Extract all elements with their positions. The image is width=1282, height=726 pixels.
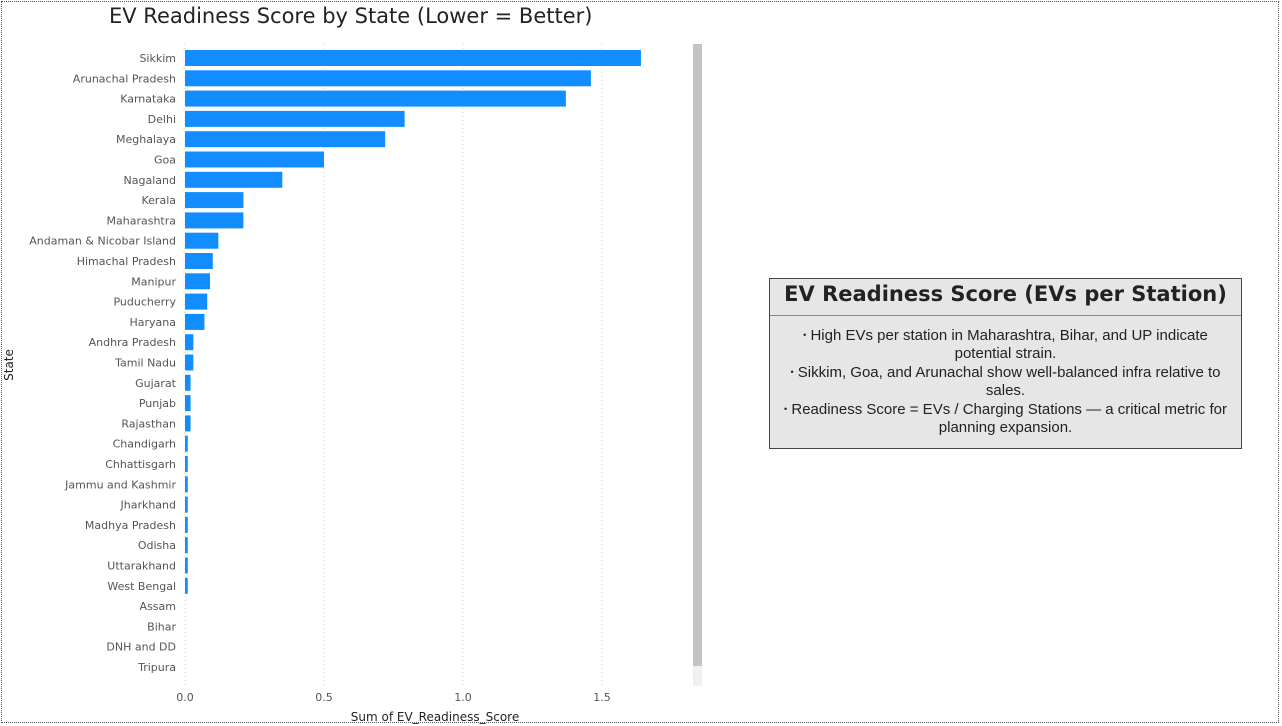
scrollbar-thumb[interactable]	[693, 44, 702, 666]
category-label: Punjab	[139, 397, 176, 410]
bar[interactable]	[185, 70, 591, 87]
category-label: Manipur	[131, 275, 176, 288]
y-axis-title: State	[2, 349, 16, 381]
bullet-text: High EVs per station in Maharashtra, Bih…	[810, 327, 1208, 362]
bullet-dot: •	[784, 404, 788, 414]
bar[interactable]	[185, 334, 194, 351]
bar[interactable]	[185, 110, 405, 127]
category-label: Tamil Nadu	[114, 357, 176, 370]
category-label: Chhattisgarh	[105, 458, 176, 471]
x-tick-label: 0.0	[176, 691, 194, 704]
bars	[185, 50, 641, 594]
bar[interactable]	[185, 374, 191, 391]
category-label: Tripura	[137, 661, 176, 674]
category-label: Goa	[154, 154, 176, 167]
bar[interactable]	[185, 232, 219, 249]
category-labels: Sikkim Arunachal Pradesh Karnataka Delhi Meg…	[29, 52, 176, 674]
bar[interactable]	[185, 577, 188, 594]
insight-bullet: • High EVs per station in Maharashtra, B…	[774, 326, 1237, 363]
textbox-title: EV Readiness Score (EVs per Station)	[770, 279, 1241, 316]
category-label: Delhi	[148, 113, 176, 126]
bar[interactable]	[185, 435, 188, 452]
category-label: Meghalaya	[116, 133, 176, 146]
category-label: Karnataka	[120, 93, 176, 106]
bar[interactable]	[185, 151, 324, 168]
bar[interactable]	[185, 456, 188, 472]
category-label: West Bengal	[107, 580, 176, 593]
chart-title: EV Readiness Score by State (Lower = Bet…	[109, 4, 593, 28]
category-label: Haryana	[130, 316, 177, 329]
insight-textbox: EV Readiness Score (EVs per Station) • H…	[769, 278, 1242, 449]
category-label: Kerala	[142, 194, 177, 207]
bar[interactable]	[185, 395, 191, 412]
bar[interactable]	[185, 496, 188, 513]
category-label: Himachal Pradesh	[77, 255, 176, 268]
bullet-text: Sikkim, Goa, and Arunachal show well-bal…	[797, 364, 1221, 399]
bar-chart: Sikkim Arunachal Pradesh Karnataka Delhi Meg…	[2, 44, 641, 724]
bar[interactable]	[185, 354, 194, 371]
category-label: Bihar	[147, 620, 176, 633]
bar[interactable]	[185, 476, 188, 493]
bar[interactable]	[185, 537, 188, 554]
category-label: Assam	[140, 600, 176, 613]
category-label: Maharashtra	[107, 214, 177, 227]
bar[interactable]	[185, 313, 205, 330]
category-label: Uttarakhand	[107, 560, 176, 573]
insight-bullet: • Readiness Score = EVs / Charging Stati…	[774, 400, 1237, 437]
category-label: Odisha	[138, 539, 176, 552]
category-label: Chandigarh	[113, 438, 176, 451]
bullet-dot: •	[803, 330, 807, 340]
insight-bullet: • Sikkim, Goa, and Arunachal show well-b…	[774, 363, 1237, 400]
category-label: Andhra Pradesh	[89, 336, 176, 349]
bar[interactable]	[185, 253, 213, 269]
category-label: Jammu and Kashmir	[64, 478, 176, 491]
category-label: Gujarat	[135, 377, 177, 390]
category-label: Andaman & Nicobar Island	[29, 235, 176, 248]
category-label: Jharkhand	[119, 499, 176, 512]
x-tick-label: 0.5	[315, 691, 333, 704]
bullet-dot: •	[790, 367, 794, 377]
x-tick-label: 1.5	[593, 691, 611, 704]
category-label: Rajasthan	[121, 417, 176, 430]
x-tick-label: 1.0	[454, 691, 472, 704]
category-label: Nagaland	[124, 174, 176, 187]
category-label: Madhya Pradesh	[85, 519, 176, 532]
x-axis-title: Sum of EV_Readiness_Score	[351, 710, 520, 724]
bar[interactable]	[185, 415, 191, 432]
bar[interactable]	[185, 212, 244, 229]
bar[interactable]	[185, 131, 386, 148]
category-label: DNH and DD	[106, 641, 176, 654]
bar[interactable]	[185, 273, 211, 290]
bullet-text: Readiness Score = EVs / Charging Station…	[791, 401, 1227, 436]
bar[interactable]	[185, 516, 188, 533]
bar[interactable]	[185, 50, 641, 66]
bar[interactable]	[185, 192, 244, 209]
x-tick-labels: 0.0 0.5 1.0 1.5	[176, 691, 611, 704]
bar[interactable]	[185, 293, 208, 310]
category-label: Puducherry	[113, 296, 176, 309]
bar[interactable]	[185, 557, 188, 574]
category-label: Sikkim	[139, 52, 176, 65]
textbox-body: • High EVs per station in Maharashtra, B…	[770, 316, 1241, 437]
bar[interactable]	[185, 171, 283, 188]
bar[interactable]	[185, 90, 566, 107]
category-label: Arunachal Pradesh	[73, 72, 176, 85]
